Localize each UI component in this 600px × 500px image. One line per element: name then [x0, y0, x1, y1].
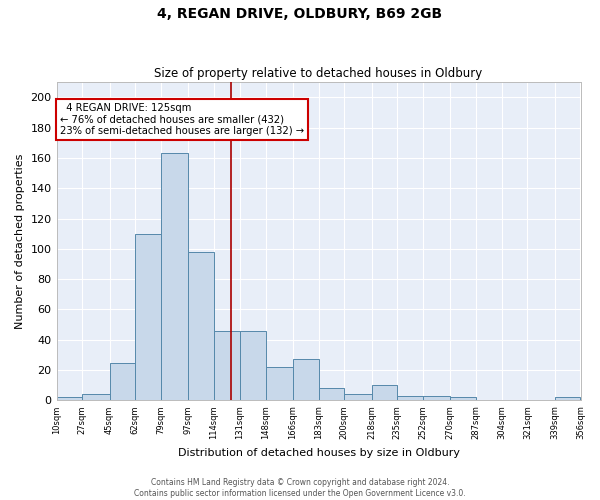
Text: 4, REGAN DRIVE, OLDBURY, B69 2GB: 4, REGAN DRIVE, OLDBURY, B69 2GB	[157, 8, 443, 22]
Bar	[371, 386, 397, 400]
Bar	[82, 394, 110, 400]
Bar	[344, 394, 371, 400]
Bar	[161, 154, 188, 400]
Bar	[110, 362, 135, 401]
Bar	[555, 398, 580, 400]
Bar	[293, 360, 319, 401]
Text: 4 REGAN DRIVE: 125sqm
← 76% of detached houses are smaller (432)
23% of semi-det: 4 REGAN DRIVE: 125sqm ← 76% of detached …	[59, 104, 304, 136]
Bar	[450, 398, 476, 400]
Y-axis label: Number of detached properties: Number of detached properties	[15, 154, 25, 329]
Bar	[319, 388, 344, 400]
Bar	[423, 396, 450, 400]
Bar	[214, 330, 240, 400]
Bar	[397, 396, 423, 400]
X-axis label: Distribution of detached houses by size in Oldbury: Distribution of detached houses by size …	[178, 448, 460, 458]
Title: Size of property relative to detached houses in Oldbury: Size of property relative to detached ho…	[154, 66, 482, 80]
Bar	[266, 367, 293, 400]
Bar	[240, 330, 266, 400]
Text: Contains HM Land Registry data © Crown copyright and database right 2024.
Contai: Contains HM Land Registry data © Crown c…	[134, 478, 466, 498]
Bar	[56, 398, 82, 400]
Bar	[188, 252, 214, 400]
Bar	[135, 234, 161, 400]
